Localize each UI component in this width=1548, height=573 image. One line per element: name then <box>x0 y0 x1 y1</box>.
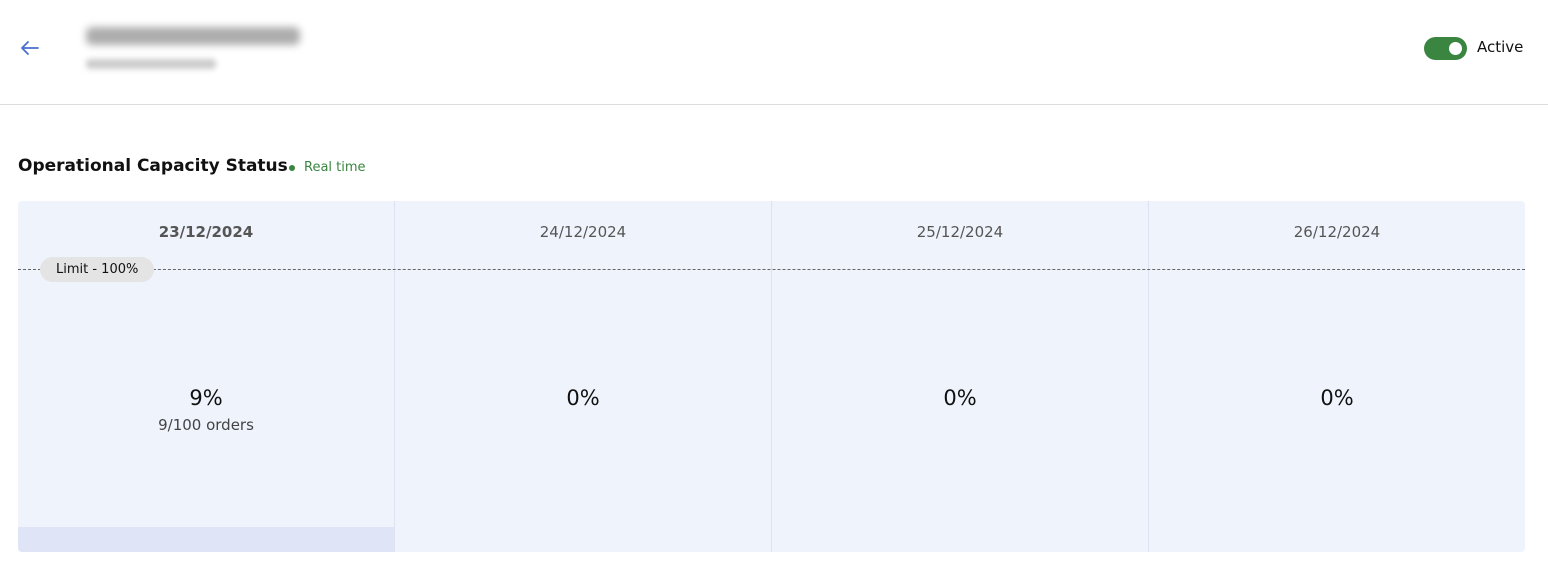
section-title: Operational Capacity Status <box>18 156 288 176</box>
back-button[interactable] <box>18 36 42 60</box>
limit-line <box>18 269 1525 270</box>
day-column[interactable]: 23/12/2024 9% 9/100 orders <box>18 201 394 552</box>
capacity-panel: 23/12/2024 9% 9/100 orders 24/12/2024 0%… <box>18 201 1525 552</box>
top-bar: Active <box>0 0 1548 105</box>
day-percent: 0% <box>1320 386 1354 410</box>
day-percent: 0% <box>943 386 977 410</box>
active-toggle[interactable] <box>1424 37 1467 60</box>
day-orders: 9/100 orders <box>158 416 254 434</box>
toggle-knob <box>1449 42 1462 55</box>
day-column[interactable]: 25/12/2024 0% <box>771 201 1148 552</box>
redacted-subtitle <box>86 59 216 69</box>
day-date: 25/12/2024 <box>916 223 1004 241</box>
day-column[interactable]: 24/12/2024 0% <box>394 201 771 552</box>
limit-badge: Limit - 100% <box>40 257 155 282</box>
day-percent: 9% <box>189 386 223 410</box>
realtime-label: Real time <box>304 160 366 175</box>
realtime-indicator: Real time <box>289 160 366 175</box>
arrow-left-icon <box>21 41 39 55</box>
capacity-fill <box>18 526 394 552</box>
status-dot-icon <box>289 164 295 171</box>
day-percent: 0% <box>566 386 600 410</box>
day-date: 23/12/2024 <box>158 223 254 241</box>
day-date: 24/12/2024 <box>539 223 627 241</box>
day-date: 26/12/2024 <box>1293 223 1381 241</box>
status-label: Active <box>1477 38 1524 56</box>
day-column[interactable]: 26/12/2024 0% <box>1148 201 1525 552</box>
redacted-title <box>86 27 300 45</box>
